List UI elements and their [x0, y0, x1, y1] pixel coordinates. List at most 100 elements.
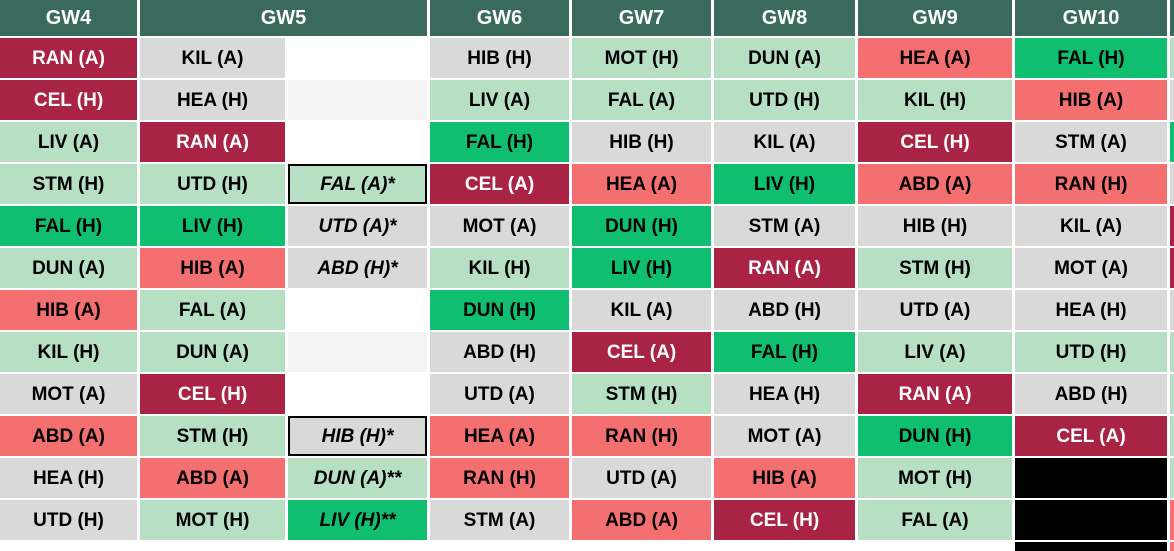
fixture-cell[interactable]: HIB (A)	[1015, 80, 1167, 120]
empty-cell[interactable]	[288, 80, 427, 120]
fixture-cell[interactable]: RAN (A)	[714, 248, 855, 288]
empty-cell[interactable]	[288, 38, 427, 78]
fixture-cell[interactable]: KIL (A)	[140, 38, 285, 78]
fixture-cell[interactable]: RAN (A)	[0, 38, 137, 78]
fixture-cell[interactable]: CEL (H)	[714, 500, 855, 540]
fixture-cell[interactable]: KIL (H)	[0, 332, 137, 372]
header-cell-gw6[interactable]: GW6	[430, 0, 569, 36]
fixture-cell[interactable]: UTD (A)*	[288, 206, 427, 246]
clipped-cell[interactable]	[1170, 248, 1174, 288]
fixture-cell[interactable]: RAN (H)	[1015, 164, 1167, 204]
partial-row-cell[interactable]	[1015, 542, 1167, 551]
fixture-cell[interactable]: KIL (A)	[714, 122, 855, 162]
header-cell-clipped[interactable]	[1170, 0, 1174, 36]
fixture-cell[interactable]: STM (H)	[140, 416, 285, 456]
partial-row-cell[interactable]	[572, 542, 711, 551]
fixture-cell[interactable]: LIV (H)	[140, 206, 285, 246]
fixture-cell[interactable]: RAN (H)	[572, 416, 711, 456]
fixture-cell[interactable]: DUN (A)	[0, 248, 137, 288]
fixture-cell[interactable]: DUN (H)	[430, 290, 569, 330]
fixture-cell[interactable]: LIV (H)	[572, 248, 711, 288]
fixture-cell[interactable]: RAN (H)	[430, 458, 569, 498]
fixture-cell[interactable]: UTD (H)	[140, 164, 285, 204]
header-cell-gw9[interactable]: GW9	[858, 0, 1012, 36]
fixture-cell[interactable]: ABD (A)	[572, 500, 711, 540]
partial-row-cell[interactable]	[1170, 542, 1174, 551]
clipped-cell[interactable]	[1170, 38, 1174, 78]
fixture-cell[interactable]: MOT (H)	[572, 38, 711, 78]
partial-row-cell[interactable]	[0, 542, 137, 551]
fixture-cell[interactable]: HEA (H)	[1015, 290, 1167, 330]
fixture-cell[interactable]: MOT (A)	[0, 374, 137, 414]
fixture-cell[interactable]: MOT (A)	[430, 206, 569, 246]
blackout-cell[interactable]	[1015, 500, 1167, 540]
fixture-cell[interactable]: CEL (A)	[430, 164, 569, 204]
fixture-cell[interactable]: DUN (H)	[572, 206, 711, 246]
fixture-cell[interactable]: MOT (A)	[714, 416, 855, 456]
fixture-cell[interactable]: KIL (A)	[572, 290, 711, 330]
fixture-cell[interactable]: FAL (H)	[1015, 38, 1167, 78]
fixture-cell[interactable]: KIL (H)	[430, 248, 569, 288]
clipped-cell[interactable]	[1170, 416, 1174, 456]
partial-row-cell[interactable]	[430, 542, 569, 551]
fixture-cell[interactable]: FAL (H)	[0, 206, 137, 246]
fixture-cell[interactable]: FAL (H)	[714, 332, 855, 372]
fixture-cell[interactable]: DUN (A)	[140, 332, 285, 372]
clipped-cell[interactable]	[1170, 122, 1174, 162]
fixture-cell[interactable]: UTD (A)	[858, 290, 1012, 330]
fixture-cell[interactable]: HEA (H)	[0, 458, 137, 498]
fixture-cell[interactable]: DUN (A)	[714, 38, 855, 78]
header-cell-gw5[interactable]: GW5	[140, 0, 427, 36]
fixture-cell[interactable]: CEL (H)	[858, 122, 1012, 162]
clipped-cell[interactable]	[1170, 374, 1174, 414]
fixture-cell[interactable]: CEL (A)	[1015, 416, 1167, 456]
header-cell-gw4[interactable]: GW4	[0, 0, 137, 36]
fixture-cell[interactable]: HEA (H)	[140, 80, 285, 120]
fixture-cell[interactable]: HIB (H)	[858, 206, 1012, 246]
empty-cell[interactable]	[288, 122, 427, 162]
fixture-cell[interactable]: ABD (H)	[714, 290, 855, 330]
fixture-cell[interactable]: HIB (H)	[430, 38, 569, 78]
fixture-cell[interactable]: FAL (A)*	[288, 164, 427, 204]
clipped-cell[interactable]	[1170, 500, 1174, 540]
fixture-cell[interactable]: STM (A)	[1015, 122, 1167, 162]
fixture-cell[interactable]: UTD (H)	[1015, 332, 1167, 372]
clipped-cell[interactable]	[1170, 332, 1174, 372]
partial-row-cell[interactable]	[858, 542, 1012, 551]
fixture-cell[interactable]: LIV (A)	[0, 122, 137, 162]
fixture-cell[interactable]: KIL (A)	[1015, 206, 1167, 246]
header-cell-gw7[interactable]: GW7	[572, 0, 711, 36]
fixture-cell[interactable]: STM (A)	[430, 500, 569, 540]
fixture-cell[interactable]: LIV (A)	[858, 332, 1012, 372]
fixture-cell[interactable]: MOT (A)	[1015, 248, 1167, 288]
fixture-cell[interactable]: HIB (H)	[572, 122, 711, 162]
fixture-cell[interactable]: FAL (A)	[140, 290, 285, 330]
clipped-cell[interactable]	[1170, 80, 1174, 120]
header-cell-gw10[interactable]: GW10	[1015, 0, 1167, 36]
fixture-cell[interactable]: UTD (H)	[0, 500, 137, 540]
fixture-cell[interactable]: UTD (A)	[572, 458, 711, 498]
fixture-cell[interactable]: STM (A)	[714, 206, 855, 246]
fixture-cell[interactable]: HIB (A)	[714, 458, 855, 498]
clipped-cell[interactable]	[1170, 164, 1174, 204]
fixture-cell[interactable]: HEA (A)	[430, 416, 569, 456]
partial-row-cell[interactable]	[714, 542, 855, 551]
fixture-cell[interactable]: FAL (H)	[430, 122, 569, 162]
fixture-cell[interactable]: STM (H)	[0, 164, 137, 204]
fixture-cell[interactable]: MOT (H)	[140, 500, 285, 540]
partial-row-cell[interactable]	[288, 542, 427, 551]
fixture-cell[interactable]: ABD (A)	[0, 416, 137, 456]
fixture-cell[interactable]: HEA (A)	[858, 38, 1012, 78]
blackout-cell[interactable]	[1015, 458, 1167, 498]
fixture-cell[interactable]: STM (H)	[858, 248, 1012, 288]
fixture-cell[interactable]: ABD (H)*	[288, 248, 427, 288]
fixture-cell[interactable]: HEA (A)	[572, 164, 711, 204]
fixture-cell[interactable]: DUN (H)	[858, 416, 1012, 456]
fixture-cell[interactable]: HIB (A)	[140, 248, 285, 288]
fixture-cell[interactable]: LIV (H)	[714, 164, 855, 204]
fixture-cell[interactable]: HIB (H)*	[288, 416, 427, 456]
fixture-cell[interactable]: ABD (H)	[1015, 374, 1167, 414]
clipped-cell[interactable]	[1170, 290, 1174, 330]
fixture-cell[interactable]: ABD (H)	[430, 332, 569, 372]
fixture-cell[interactable]: MOT (H)	[858, 458, 1012, 498]
